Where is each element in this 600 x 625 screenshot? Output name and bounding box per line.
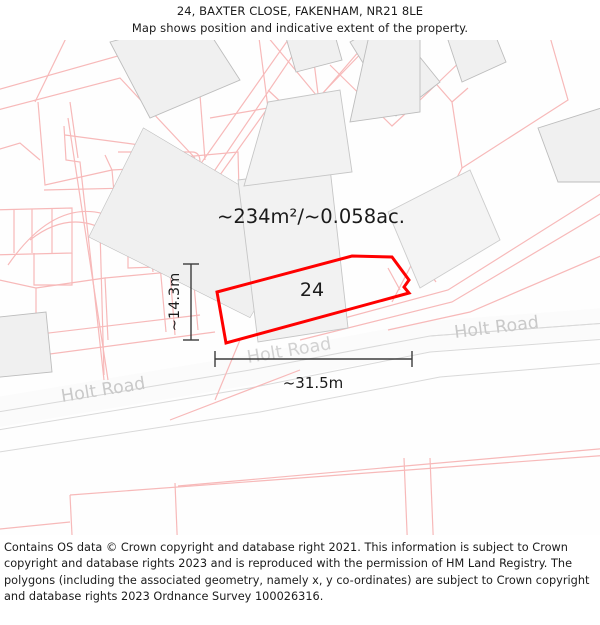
building-footprint — [387, 169, 501, 289]
parcel-line — [67, 117, 109, 381]
parcel-line — [69, 455, 600, 496]
building-footprint — [0, 311, 53, 378]
parcel-line — [169, 369, 301, 421]
plot-number-label: 24 — [300, 279, 324, 301]
map-footer: Contains OS data © Crown copyright and d… — [0, 536, 600, 625]
page-title: 24, BAXTER CLOSE, FAKENHAM, NR21 8LE — [176, 4, 424, 18]
parcel-line — [310, 40, 319, 95]
map-header: 24, BAXTER CLOSE, FAKENHAM, NR21 8LE Map… — [0, 0, 600, 40]
road-network — [0, 308, 600, 453]
parcel-line — [429, 457, 434, 535]
parcel-line — [37, 101, 113, 186]
parcel-line — [299, 193, 600, 331]
parcel-line — [69, 494, 73, 535]
dimension-height-label: ~14.3m — [167, 273, 183, 332]
parcel-line — [99, 229, 105, 376]
parcel-line — [0, 521, 71, 530]
road-edge-holt-south — [0, 363, 600, 453]
parcel-line — [209, 40, 269, 119]
dimension-vertical — [183, 263, 199, 341]
parcel-line — [214, 339, 241, 401]
road-edge-holt-main-south — [0, 338, 600, 431]
building-footprint — [243, 89, 353, 187]
building-footprint — [109, 40, 241, 119]
parcel-line — [403, 457, 408, 535]
dimension-width-label: ~31.5m — [283, 374, 344, 392]
property-plot-outline[interactable] — [215, 254, 412, 345]
building-footprint-plot — [237, 167, 349, 343]
building-footprint — [447, 40, 507, 83]
parcel-line — [63, 125, 105, 381]
parcel-line — [69, 101, 79, 159]
building-footprint — [286, 40, 343, 73]
plot-area-label: ~234m²/~0.058ac. — [217, 205, 405, 228]
building-footprint — [349, 40, 421, 123]
parcel-line — [177, 448, 600, 487]
parcel-line — [34, 40, 66, 103]
parcel-line — [299, 213, 600, 341]
parcel-line — [159, 264, 167, 333]
parcel-line — [387, 267, 401, 291]
parcel-line — [387, 255, 600, 331]
parcel-line — [451, 40, 569, 170]
parcel-line — [0, 77, 196, 159]
copyright-notice: Contains OS data © Crown copyright and d… — [4, 541, 590, 604]
page-subtitle: Map shows position and indicative extent… — [131, 21, 469, 35]
buildings-central — [237, 89, 501, 343]
map-canvas[interactable]: Holt Road Holt Road Holt Road ~14.3m — [0, 40, 600, 535]
dimension-horizontal — [214, 351, 413, 367]
parcel-line — [33, 253, 73, 286]
map-vector-layer: Holt Road Holt Road Holt Road ~14.3m — [0, 40, 600, 535]
parcel-line — [0, 142, 41, 161]
road-edge-holt-right — [429, 322, 600, 337]
parcel-line — [174, 482, 178, 535]
building-footprint — [537, 107, 600, 183]
parcel-line — [0, 207, 73, 256]
